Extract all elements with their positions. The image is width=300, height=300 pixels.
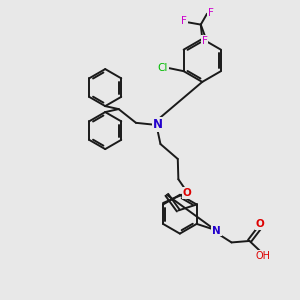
Text: O: O <box>182 188 191 198</box>
Text: F: F <box>181 16 187 26</box>
Text: Cl: Cl <box>158 63 168 73</box>
Text: N: N <box>152 118 163 131</box>
Text: OH: OH <box>256 251 271 261</box>
Text: O: O <box>256 219 265 229</box>
Text: F: F <box>208 8 214 18</box>
Text: N: N <box>212 226 221 236</box>
Text: F: F <box>202 36 207 46</box>
